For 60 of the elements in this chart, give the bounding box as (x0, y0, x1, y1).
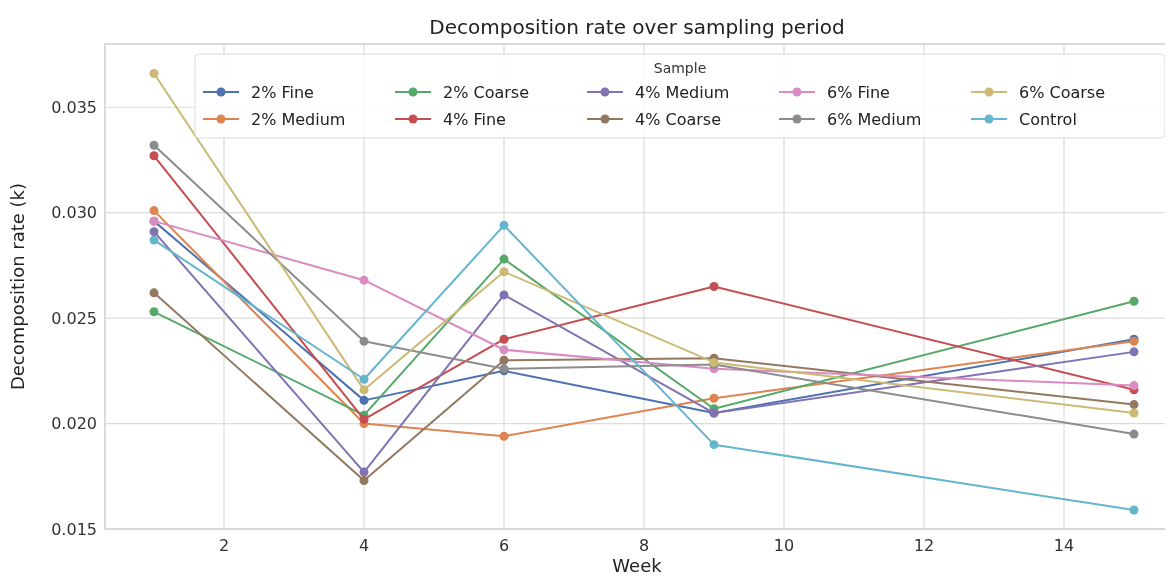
legend-label: 6% Medium (827, 109, 922, 129)
point (149, 206, 159, 216)
point (499, 254, 509, 264)
legend-label: 4% Coarse (635, 109, 721, 129)
point (359, 395, 369, 405)
y-tick-label: 0.025 (51, 308, 97, 328)
point (499, 267, 509, 277)
point (149, 69, 159, 79)
x-tick-label: 2 (218, 536, 230, 555)
point (359, 414, 369, 424)
legend-title: Sample (653, 60, 707, 76)
x-tick-label: 8 (638, 536, 650, 555)
legend-label: 6% Coarse (1019, 82, 1105, 102)
point (359, 476, 369, 485)
point (499, 355, 509, 365)
point (149, 288, 159, 298)
point (359, 275, 369, 285)
point (149, 235, 159, 245)
legend-label: 2% Coarse (443, 82, 529, 102)
legend-label: 4% Fine (443, 109, 506, 129)
legend-label: 6% Fine (827, 82, 890, 102)
y-axis-title: Decomposition rate (k) (7, 182, 28, 391)
x-tick-label: 12 (913, 536, 935, 555)
point (1129, 400, 1139, 410)
y-tick-label: 0.030 (51, 203, 97, 223)
point (1129, 347, 1139, 357)
point (149, 140, 159, 150)
point (709, 393, 719, 403)
x-tick-label: 10 (773, 536, 795, 555)
x-axis-title: Week (612, 555, 663, 576)
point (1129, 296, 1139, 306)
y-tick-label: 0.020 (51, 414, 97, 434)
x-tick-label: 14 (1053, 536, 1075, 555)
point (499, 431, 509, 441)
legend-label: Control (1019, 109, 1077, 129)
point (499, 345, 509, 355)
point (1129, 381, 1139, 391)
point (149, 227, 159, 237)
x-tick-label: 4 (358, 536, 370, 555)
point (359, 467, 369, 477)
point (499, 220, 509, 230)
legend-label: 2% Fine (251, 82, 314, 102)
point (1129, 408, 1139, 418)
point (359, 336, 369, 346)
legend-label: 2% Medium (251, 109, 346, 129)
point (359, 374, 369, 384)
chart-title: Decomposition rate over sampling period (429, 15, 845, 39)
point (709, 282, 719, 291)
point (1129, 429, 1139, 439)
point (499, 290, 509, 300)
point (359, 385, 369, 395)
point (149, 307, 159, 317)
y-tick-label: 0.015 (51, 519, 97, 539)
x-tick-label: 6 (498, 536, 510, 555)
point (709, 440, 719, 450)
legend-label: 4% Medium (635, 82, 730, 102)
y-tick-label: 0.035 (51, 97, 97, 117)
point (499, 334, 509, 344)
point (1129, 505, 1139, 515)
point (149, 151, 159, 161)
